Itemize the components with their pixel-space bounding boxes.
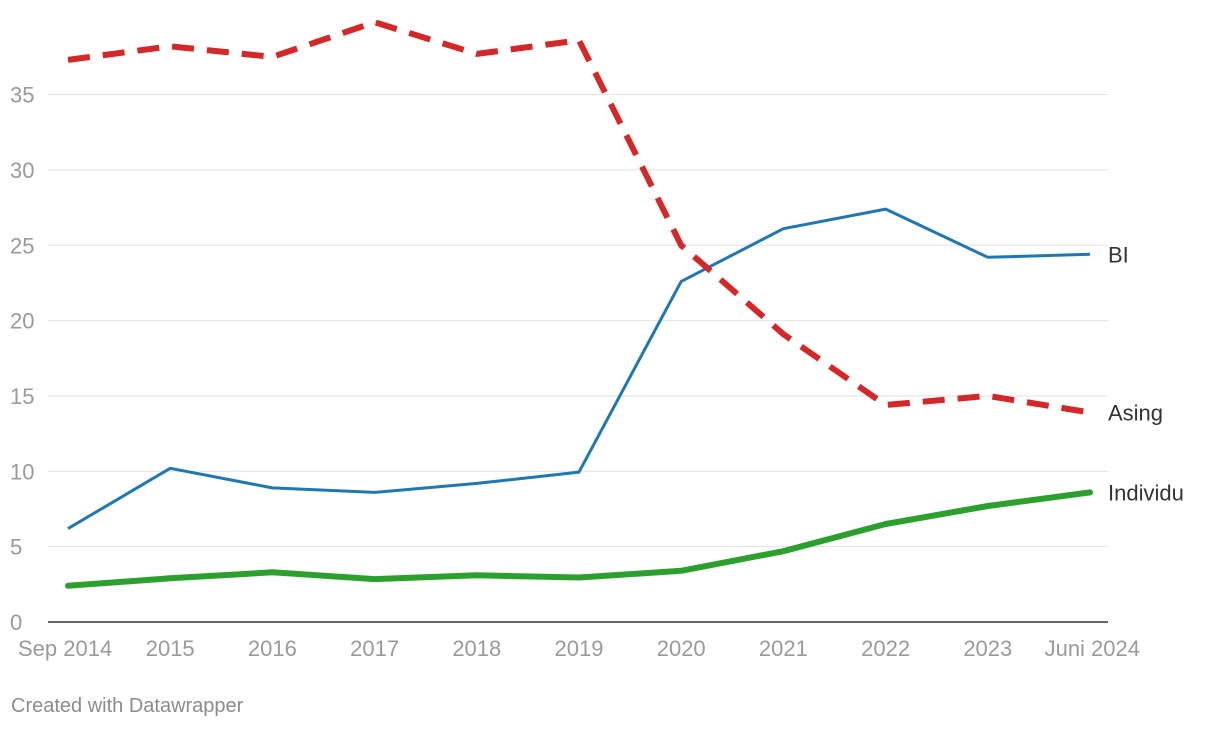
series-labels: BI Asing Individu: [1108, 242, 1184, 505]
x-tick-label-9: 2023: [963, 636, 1012, 661]
y-tick-label-25: 25: [10, 233, 34, 258]
x-tick-label-8: 2022: [861, 636, 910, 661]
x-tick-label-7: 2021: [759, 636, 808, 661]
x-tick-label-10: Juni 2024: [1045, 636, 1140, 661]
series-label-bi: BI: [1108, 242, 1129, 267]
x-tick-label-3: 2017: [350, 636, 399, 661]
x-axis-ticks: Sep 2014 2015 2016 2017 2018 2019 2020 2021 2022…: [18, 636, 1140, 661]
y-tick-label-15: 15: [10, 384, 34, 409]
y-tick-label-5: 5: [10, 535, 22, 560]
y-axis-ticks: 0 5 10 15 20 25 30 35: [10, 83, 34, 635]
series-line-asing: [67, 19, 1091, 416]
y-tick-label-10: 10: [10, 459, 34, 484]
x-tick-label-1: 2015: [146, 636, 195, 661]
line-chart: 0 5 10 15 20 25 30 35 Sep 2014 2015 2016 2017 2018 2…: [10, 19, 1184, 661]
y-tick-label-35: 35: [10, 83, 34, 108]
y-tick-label-30: 30: [10, 158, 34, 183]
x-tick-label-0: Sep 2014: [18, 636, 112, 661]
series-group: [65, 19, 1093, 589]
y-tick-label-0: 0: [10, 610, 22, 635]
gridlines: [48, 94, 1108, 548]
series-line-individu: [65, 489, 1093, 589]
series-label-asing: Asing: [1108, 401, 1163, 426]
y-tick-label-20: 20: [10, 309, 34, 334]
x-tick-label-5: 2019: [555, 636, 604, 661]
x-tick-label-6: 2020: [657, 636, 706, 661]
x-tick-label-4: 2018: [452, 636, 501, 661]
x-tick-label-2: 2016: [248, 636, 297, 661]
series-line-bi: [67, 207, 1091, 530]
footer-credit: Created with Datawrapper: [11, 695, 244, 717]
series-label-individu: Individu: [1108, 480, 1184, 505]
